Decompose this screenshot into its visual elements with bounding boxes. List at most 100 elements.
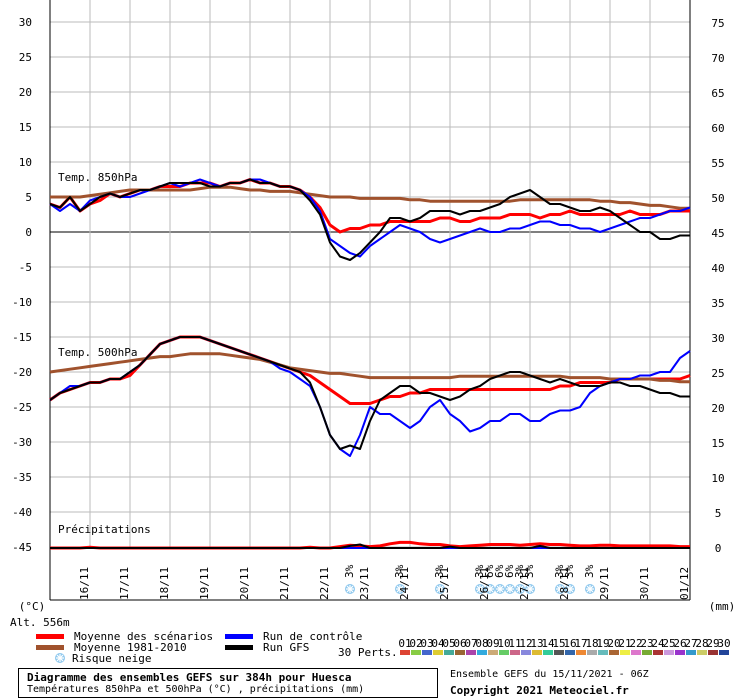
snowflake-icon: [435, 584, 445, 594]
right-tick-label: 40: [711, 262, 724, 275]
date-label: 20/11: [238, 567, 251, 600]
left-tick-label: -15: [12, 331, 32, 344]
right-tick-label: 75: [711, 17, 724, 30]
date-label: 01/12: [678, 567, 691, 600]
date-label: 29/11: [598, 567, 611, 600]
series-line: [49, 178, 690, 261]
pert-number: 19: [596, 637, 609, 650]
snowflake-icon: [485, 584, 495, 594]
date-label: 24/11: [398, 567, 411, 600]
pert-swatch: [499, 650, 509, 655]
series-line: [50, 543, 690, 549]
snowflake-strokes: [346, 585, 354, 593]
date-label: 17/11: [118, 567, 131, 600]
pert-number: 20: [607, 637, 620, 650]
pert-swatch: [400, 650, 410, 655]
snowflake-strokes: [586, 585, 594, 593]
right-tick-label: 70: [711, 52, 724, 65]
grid-layer: [49, 0, 691, 601]
snowflake-strokes: [56, 654, 64, 662]
pert-swatch: [532, 650, 542, 655]
snow-risk-label: 6%: [503, 564, 516, 578]
right-tick-label: 60: [711, 122, 724, 135]
left-tick-label: -25: [12, 401, 32, 414]
left-tick-label: 30: [19, 16, 32, 29]
left-tick-label: -5: [19, 261, 32, 274]
pert-number: 11: [508, 637, 521, 650]
date-label: 28/11: [558, 567, 571, 600]
snowflake-icon: [525, 584, 535, 594]
snowflake-icon: [55, 653, 65, 663]
pert-swatch: [411, 650, 421, 655]
right-tick-label: 15: [711, 437, 724, 450]
right-tick-label: 25: [711, 367, 724, 380]
pert-number: 23: [640, 637, 653, 650]
left-tick-label: 25: [19, 51, 32, 64]
pert-number: 16: [563, 637, 576, 650]
pert-swatch: [510, 650, 520, 655]
footer-subtitle: Températures 850hPa et 500hPa (°C) , pré…: [27, 684, 365, 695]
snow-risk-label: 3%: [553, 564, 566, 578]
snowflake-icon: [495, 584, 505, 594]
pert-swatch: [587, 650, 597, 655]
pert-swatch: [598, 650, 608, 655]
pert-swatch: [455, 650, 465, 655]
snowflake-strokes: [476, 585, 484, 593]
snow-risk-label: 3%: [393, 564, 406, 578]
pert-swatch: [708, 650, 718, 655]
snow-risk-label: 3%: [583, 564, 596, 578]
pert-number: 06: [453, 637, 466, 650]
snow-risk-label: 3%: [473, 564, 486, 578]
snowflake-strokes: [566, 585, 574, 593]
series-line: [49, 352, 690, 384]
legend-swatch: [225, 634, 253, 639]
right-axis-unit: (mm): [709, 600, 736, 613]
right-tick-label: 10: [711, 472, 724, 485]
snow-risk-label: 3%: [563, 564, 576, 578]
pert-number: 12: [519, 637, 532, 650]
right-tick-label: 5: [715, 507, 722, 520]
pert-number: 01: [398, 637, 411, 650]
date-label: 30/11: [638, 567, 651, 600]
pert-swatch: [686, 650, 696, 655]
pert-swatch: [444, 650, 454, 655]
left-tick-label: -20: [12, 366, 32, 379]
snowflake-strokes: [506, 585, 514, 593]
right-tick-label: 55: [711, 157, 724, 170]
left-tick-label: 0: [25, 226, 32, 239]
pert-swatch: [433, 650, 443, 655]
copyright: Copyright 2021 Meteociel.fr: [450, 684, 629, 697]
left-axis-unit: (°C): [19, 600, 46, 613]
snow-risk-label: 6%: [483, 564, 496, 578]
snowflake-strokes: [486, 585, 494, 593]
right-tick-label: 45: [711, 227, 724, 240]
pert-swatch: [466, 650, 476, 655]
pert-number: 26: [673, 637, 686, 650]
pert-number: 07: [464, 637, 477, 650]
perts-label: 30 Perts.: [338, 646, 398, 659]
legend-swatch: [225, 645, 253, 650]
pert-swatch: [565, 650, 575, 655]
axis-layer: 302520151050-5-10-15-20-25-30-35-40-4575…: [10, 16, 735, 629]
snowflake-strokes: [556, 585, 564, 593]
right-tick-label: 0: [715, 542, 722, 555]
altitude-label: Alt. 556m: [10, 616, 70, 629]
pert-number: 21: [618, 637, 631, 650]
legend-swatch: [36, 634, 64, 639]
pert-number: 09: [486, 637, 499, 650]
pert-number: 29: [706, 637, 719, 650]
pert-number: 27: [684, 637, 697, 650]
left-tick-label: -40: [12, 506, 32, 519]
pert-swatch: [642, 650, 652, 655]
pert-swatch: [631, 650, 641, 655]
date-label: 26/11: [478, 567, 491, 600]
snow-risk-label: 3%: [433, 564, 446, 578]
pert-swatch: [576, 650, 586, 655]
pert-swatch: [653, 650, 663, 655]
legend-label: Run de contrôle: [263, 630, 362, 643]
snowflake-icon: [585, 584, 595, 594]
pert-number: 25: [662, 637, 675, 650]
snow-risk-label: 3%: [513, 564, 526, 578]
